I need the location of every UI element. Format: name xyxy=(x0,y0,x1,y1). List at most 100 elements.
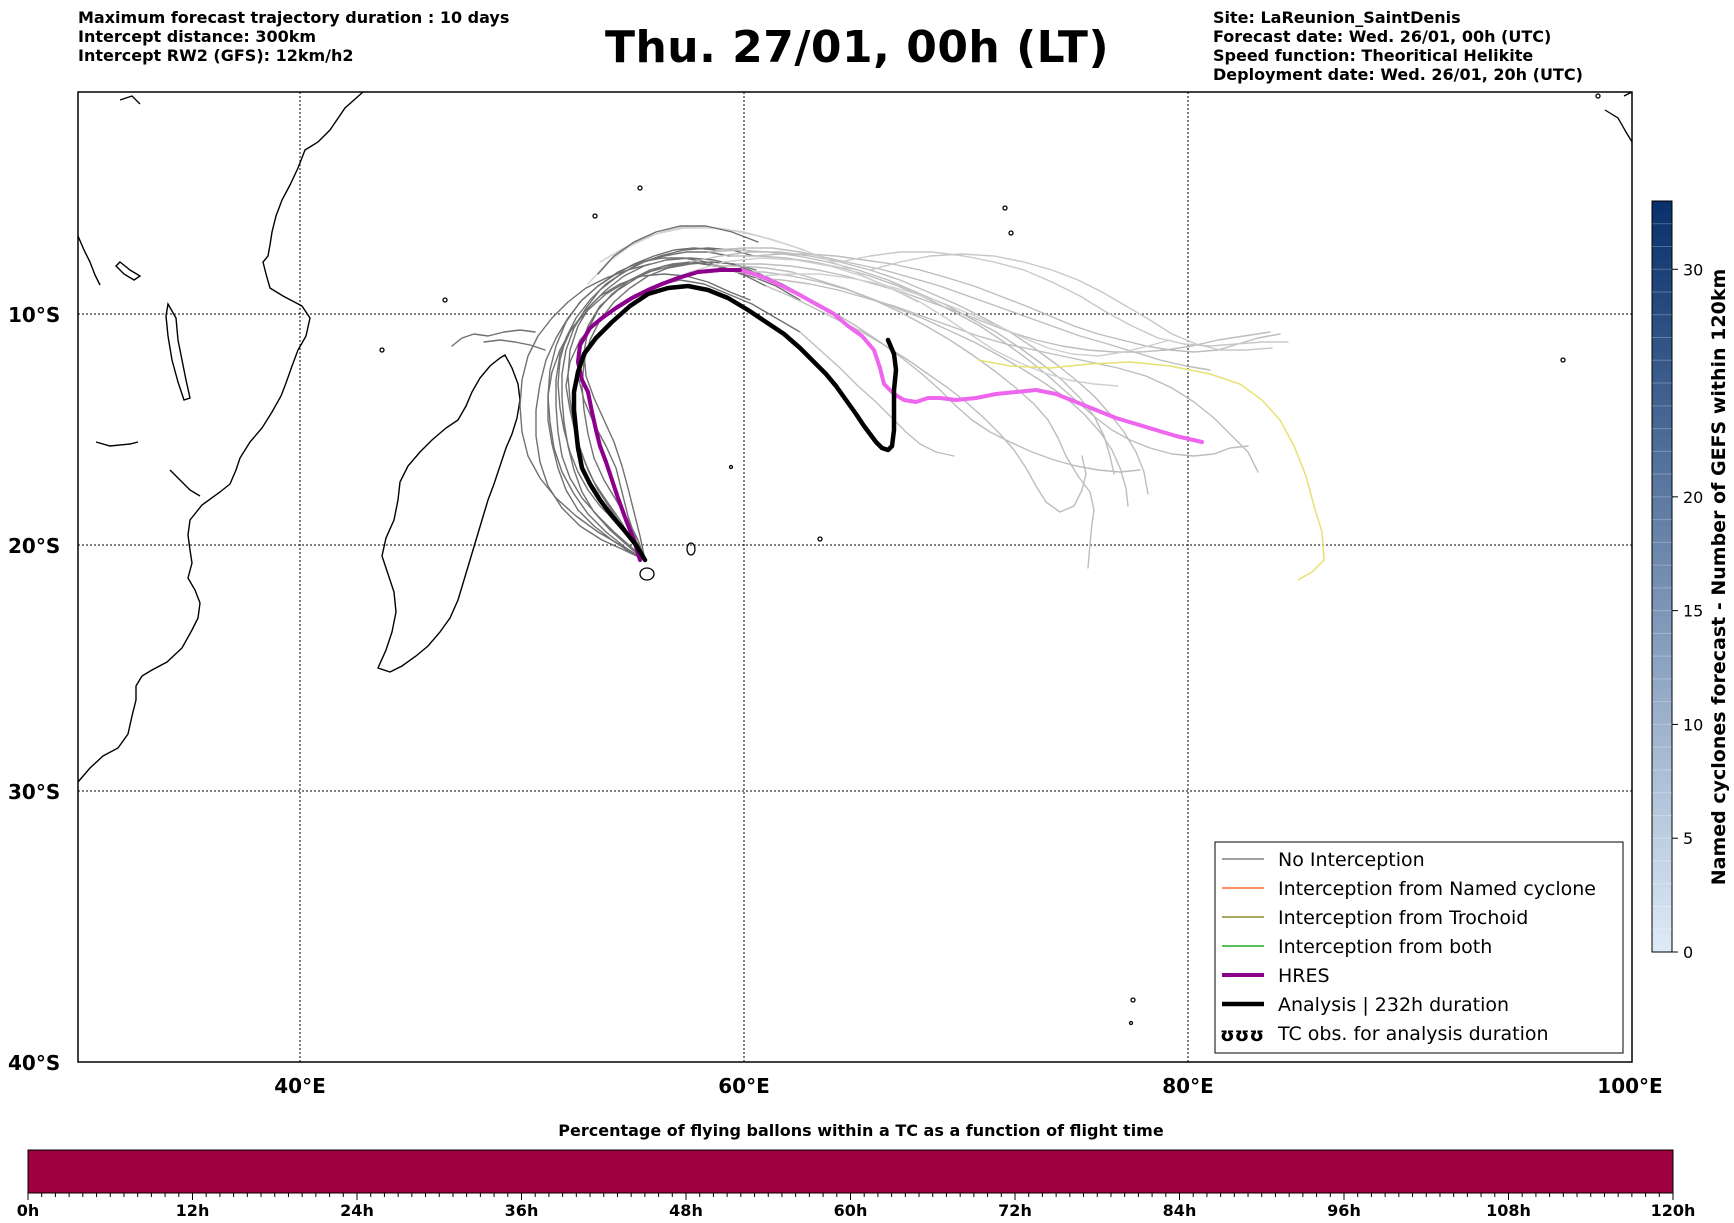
header-max-duration: Maximum forecast trajectory duration : 1… xyxy=(78,8,510,27)
hour-label: 0h xyxy=(17,1201,40,1220)
island-small xyxy=(1008,230,1014,236)
lon-label-60e: 60°E xyxy=(718,1074,770,1098)
bottom-bar-title-text: Percentage of flying ballons within a TC… xyxy=(558,1121,1164,1140)
island-reunion xyxy=(639,567,655,581)
legend-label-tc-obs: TC obs. for analysis duration xyxy=(1277,1023,1549,1045)
flight-time-bar: 0h 12h 24h 36h 48h 60h 72h 84h 96h 108h 120h xyxy=(17,1149,1696,1220)
gefs-trajectory xyxy=(655,257,1119,387)
page-title: Thu. 27/01, 00h (LT) xyxy=(0,22,1734,73)
legend-label-hres: HRES xyxy=(1278,965,1330,987)
gefs-trajectory xyxy=(839,251,1289,347)
gefs-trajectory xyxy=(689,251,1149,495)
island-small xyxy=(728,464,734,470)
island-small xyxy=(637,185,643,191)
lat-label-20s: 20°S xyxy=(8,534,60,558)
legend-box xyxy=(1214,841,1624,1054)
header-intercept-rw2: Intercept RW2 (GFS): 12km/h2 xyxy=(78,46,354,65)
gefs-trajectory xyxy=(869,253,1273,351)
trochoid-track xyxy=(977,359,1325,581)
percentage-bar xyxy=(27,1149,1674,1194)
header-deployment-date: Deployment date: Wed. 26/01, 20h (UTC) xyxy=(1213,65,1583,84)
header-forecast-date: Forecast date: Wed. 26/01, 00h (UTC) xyxy=(1213,27,1552,46)
lat-label-30s: 30°S xyxy=(8,780,60,804)
lon-labels: 40°E 60°E 80°E 100°E xyxy=(274,1074,1662,1098)
legend-label-no-interception: No Interception xyxy=(1278,849,1425,871)
header-site: Site: LaReunion_SaintDenis xyxy=(1213,8,1461,27)
lon-label-80e: 80°E xyxy=(1162,1074,1214,1098)
island-small xyxy=(442,297,448,303)
madagascar-coastline xyxy=(377,354,521,673)
bottom-bar-title: Percentage of flying ballons within a TC… xyxy=(0,1121,1734,1140)
gefs-trajectory xyxy=(753,253,1281,353)
coastlines xyxy=(77,91,521,783)
gefs-trajectory xyxy=(729,255,1249,457)
legend-label-trochoid: Interception from Trochoid xyxy=(1278,907,1528,929)
colorbar-scale xyxy=(1651,200,1673,953)
lat-label-40s: 40°S xyxy=(8,1051,60,1075)
lake-victoria xyxy=(95,441,139,447)
hour-label: 48h xyxy=(669,1201,703,1220)
gefs-trajectory xyxy=(597,225,759,275)
colorbar-tick-label: 5 xyxy=(1683,829,1693,848)
gefs-trajectory xyxy=(735,271,1095,569)
gefs-trajectory xyxy=(451,329,536,347)
gefs-trajectory xyxy=(799,331,955,457)
africa-west-coast xyxy=(77,235,101,286)
cyclone-colorbar: 0 5 10 15 20 30 Named cyclones forecast - Num… xyxy=(1651,200,1730,962)
gefs-trajectory xyxy=(707,249,1115,475)
hour-label: 108h xyxy=(1486,1201,1531,1220)
island-small xyxy=(379,347,385,353)
gefs-trajectory xyxy=(535,247,717,561)
colorbar-tick-label: 30 xyxy=(1683,260,1703,279)
coastline-fragment xyxy=(1623,91,1633,97)
hour-label: 72h xyxy=(998,1201,1032,1220)
header-intercept-distance: Intercept distance: 300km xyxy=(78,27,317,46)
island-small xyxy=(1128,1020,1134,1026)
hour-label: 36h xyxy=(505,1201,539,1220)
gefs-trajectory xyxy=(547,261,697,561)
hour-label: 60h xyxy=(834,1201,868,1220)
island-small xyxy=(1595,93,1601,99)
lat-labels: 10°S 20°S 30°S 40°S xyxy=(8,303,60,1075)
analysis-track xyxy=(571,283,899,563)
colorbar-tick-label: 10 xyxy=(1683,715,1703,734)
hour-label: 12h xyxy=(176,1201,210,1220)
island-small xyxy=(1002,205,1008,211)
islands xyxy=(119,91,1633,1026)
gefs-trajectory xyxy=(519,263,651,561)
coastline-fragment xyxy=(1604,109,1633,143)
gefs-trajectory xyxy=(483,339,546,351)
gefs-trajectory xyxy=(547,257,767,561)
gefs-trajectory xyxy=(565,279,801,561)
gefs-trajectory xyxy=(755,277,1259,473)
percentage-bar-ticks: 0h 12h 24h 36h 48h 60h 72h 84h 96h 108h 120h xyxy=(17,1193,1696,1220)
island-small xyxy=(817,536,823,542)
legend-label-both: Interception from both xyxy=(1278,936,1492,958)
colorbar-ticks: 0 5 10 15 20 30 xyxy=(1652,223,1703,962)
lake-malawi xyxy=(165,301,191,401)
hour-label: 24h xyxy=(340,1201,374,1220)
lon-label-100e: 100°E xyxy=(1597,1074,1662,1098)
lon-label-40e: 40°E xyxy=(274,1074,326,1098)
colorbar-tick-label: 20 xyxy=(1683,488,1703,507)
page-title-text: Thu. 27/01, 00h (LT) xyxy=(604,22,1110,73)
gefs-trajectory xyxy=(561,247,755,561)
gefs-trajectory xyxy=(803,295,1141,473)
colorbar-tick-label: 15 xyxy=(1683,602,1703,621)
island-small xyxy=(1560,357,1566,363)
gefs-trajectory xyxy=(759,273,1171,357)
header-left: Maximum forecast trajectory duration : 1… xyxy=(78,8,509,65)
hres-track-early xyxy=(576,268,742,562)
lat-label-10s: 10°S xyxy=(8,303,60,327)
tc-obs-symbol-icon: ʊʊʊ xyxy=(1220,1024,1264,1046)
legend-label-analysis: Analysis | 232h duration xyxy=(1278,994,1509,1016)
island-small xyxy=(1130,997,1136,1003)
coastline-fragment xyxy=(169,469,201,497)
africa-coastline xyxy=(77,91,364,783)
island-small xyxy=(592,213,598,219)
colorbar-title: Named cyclones forecast - Number of GEFS… xyxy=(1708,269,1730,886)
colorbar-tick-label: 0 xyxy=(1683,943,1693,962)
hour-label: 120h xyxy=(1651,1201,1696,1220)
gefs-trajectory xyxy=(587,227,805,285)
